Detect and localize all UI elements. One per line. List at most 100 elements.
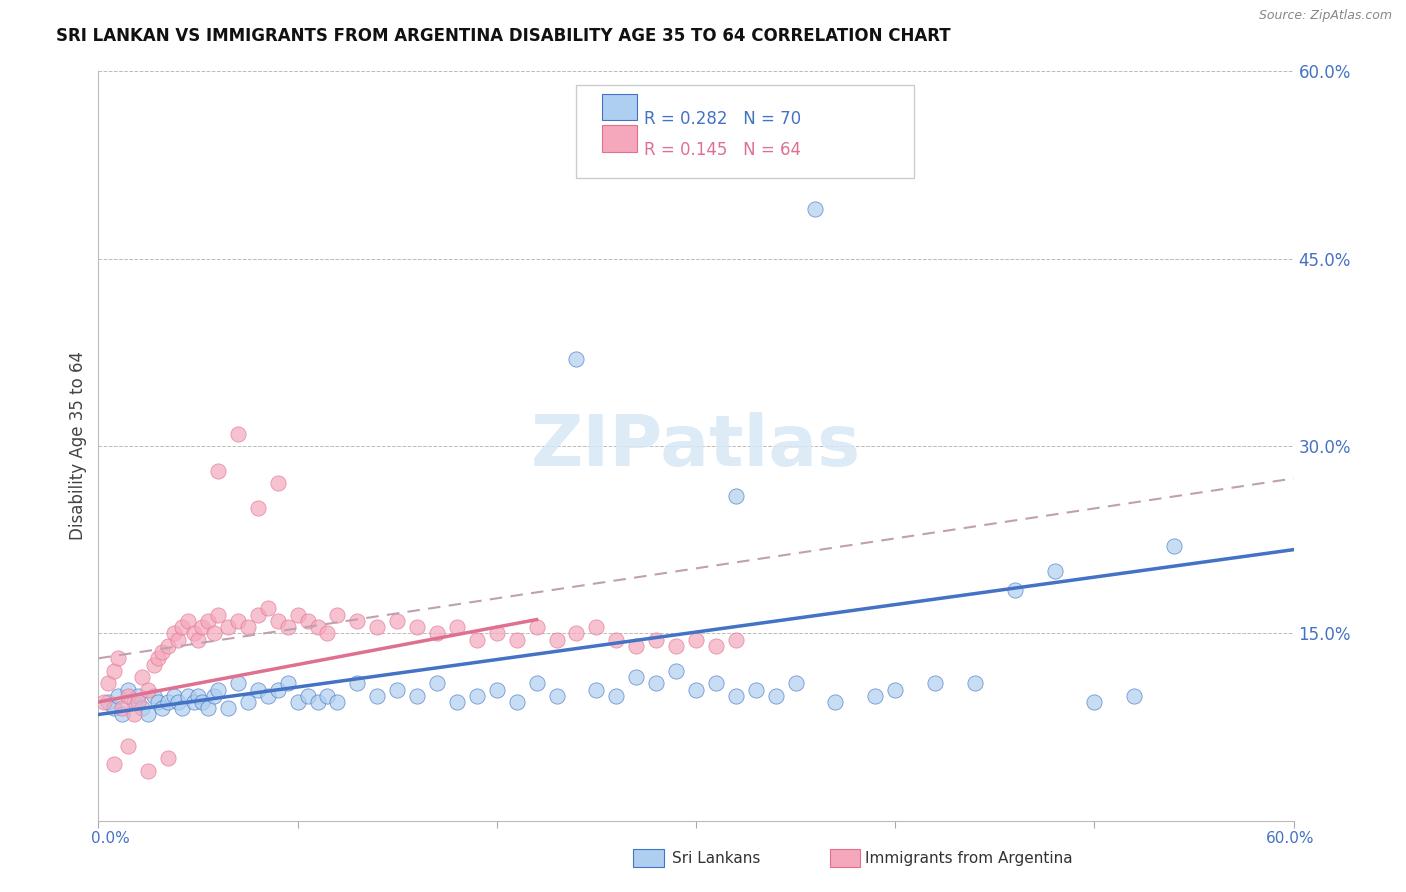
Point xyxy=(724,632,747,647)
Point xyxy=(124,707,146,722)
Point xyxy=(1163,539,1185,553)
Point xyxy=(406,689,429,703)
Point xyxy=(131,670,153,684)
Point xyxy=(287,695,309,709)
Point xyxy=(117,739,139,753)
Point xyxy=(163,689,186,703)
Point xyxy=(111,701,134,715)
Point xyxy=(406,620,429,634)
Point xyxy=(346,676,368,690)
Point xyxy=(963,676,986,690)
Point xyxy=(183,695,205,709)
Point xyxy=(546,632,568,647)
Point xyxy=(127,695,149,709)
Point xyxy=(163,626,186,640)
Point xyxy=(187,632,209,647)
Point xyxy=(236,620,259,634)
Point xyxy=(366,620,388,634)
Point xyxy=(685,632,707,647)
Point xyxy=(307,695,329,709)
Point xyxy=(485,682,508,697)
Point xyxy=(745,682,768,697)
Point xyxy=(385,682,409,697)
Point xyxy=(136,682,159,697)
Point xyxy=(297,614,319,628)
Text: Sri Lankans: Sri Lankans xyxy=(672,851,761,865)
Point xyxy=(217,701,239,715)
Point xyxy=(117,689,139,703)
Point xyxy=(385,614,409,628)
Point xyxy=(207,607,229,622)
Point xyxy=(107,651,129,665)
Point xyxy=(177,614,200,628)
Point xyxy=(585,682,607,697)
Point xyxy=(446,695,468,709)
Point xyxy=(704,676,727,690)
Point xyxy=(326,695,349,709)
Text: R = 0.145   N = 64: R = 0.145 N = 64 xyxy=(644,141,801,159)
Point xyxy=(107,689,129,703)
Point xyxy=(157,695,180,709)
Point xyxy=(865,689,887,703)
Point xyxy=(605,632,627,647)
Point xyxy=(143,689,166,703)
Point xyxy=(526,676,548,690)
Point xyxy=(191,620,214,634)
Point xyxy=(665,639,688,653)
Point xyxy=(765,689,787,703)
Point xyxy=(136,764,159,778)
Point xyxy=(236,695,259,709)
Point xyxy=(277,676,299,690)
Point xyxy=(267,614,290,628)
Point xyxy=(246,501,269,516)
Point xyxy=(103,664,125,678)
Point xyxy=(326,607,349,622)
Point xyxy=(724,689,747,703)
Point xyxy=(884,682,907,697)
Point xyxy=(426,626,449,640)
Text: ZIPatlas: ZIPatlas xyxy=(531,411,860,481)
Point xyxy=(217,620,239,634)
Point xyxy=(626,670,648,684)
Point xyxy=(804,202,827,216)
Point xyxy=(506,695,529,709)
Point xyxy=(824,695,846,709)
Point xyxy=(150,701,173,715)
Point xyxy=(197,701,219,715)
Point xyxy=(207,682,229,697)
Point xyxy=(565,351,588,366)
Point xyxy=(256,601,278,615)
Point xyxy=(565,626,588,640)
Point xyxy=(167,695,190,709)
Point xyxy=(246,682,269,697)
Text: R = 0.282   N = 70: R = 0.282 N = 70 xyxy=(644,110,801,128)
Point xyxy=(97,676,120,690)
Point xyxy=(785,676,807,690)
Text: SRI LANKAN VS IMMIGRANTS FROM ARGENTINA DISABILITY AGE 35 TO 64 CORRELATION CHAR: SRI LANKAN VS IMMIGRANTS FROM ARGENTINA … xyxy=(56,27,950,45)
Point xyxy=(446,620,468,634)
Point xyxy=(172,701,194,715)
Point xyxy=(172,620,194,634)
Point xyxy=(117,682,139,697)
Point xyxy=(136,707,159,722)
Point xyxy=(226,426,249,441)
Point xyxy=(605,689,627,703)
Point xyxy=(506,632,529,647)
Point xyxy=(485,626,508,640)
Point xyxy=(366,689,388,703)
Point xyxy=(724,489,747,503)
Point xyxy=(645,676,668,690)
Point xyxy=(97,695,120,709)
Point xyxy=(465,689,488,703)
Point xyxy=(191,695,214,709)
Point xyxy=(256,689,278,703)
Point xyxy=(148,651,170,665)
Point xyxy=(426,676,449,690)
Point xyxy=(645,632,668,647)
Point xyxy=(143,657,166,672)
Point xyxy=(685,682,707,697)
Point xyxy=(124,695,146,709)
Point xyxy=(226,676,249,690)
Point xyxy=(148,695,170,709)
Point xyxy=(287,607,309,622)
